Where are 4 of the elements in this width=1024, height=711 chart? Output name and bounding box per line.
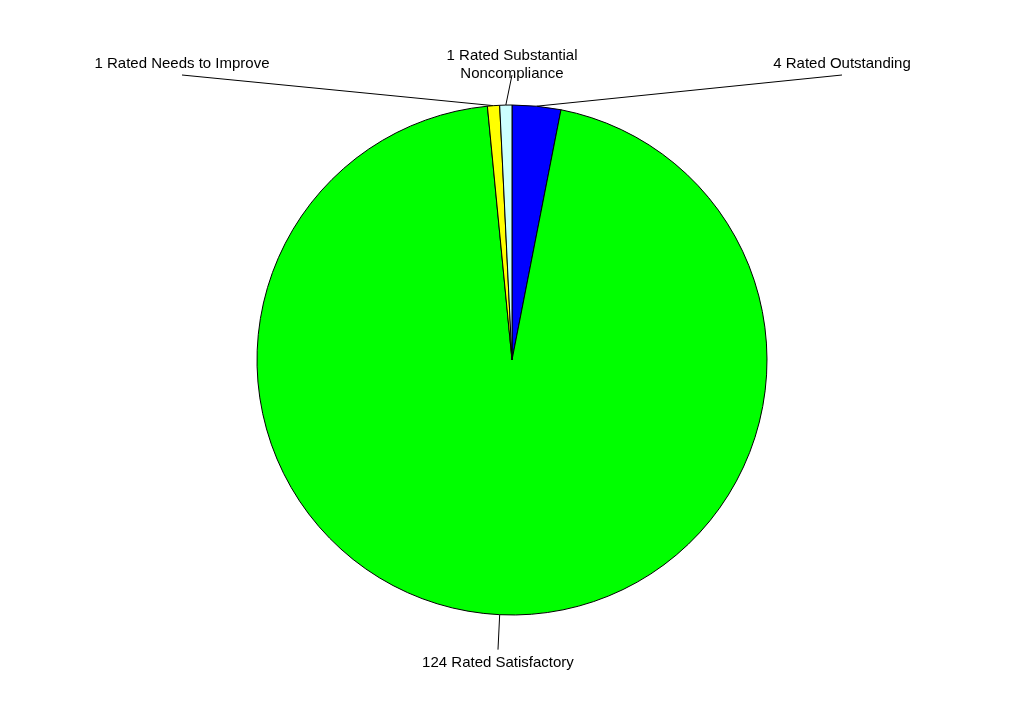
slice-label: 1 Rated Substantial Noncompliance (446, 46, 578, 81)
slice-label: 4 Rated Outstanding (773, 54, 911, 71)
slice-label: 124 Rated Satisfactory (422, 652, 575, 670)
slice-label: 1 Rated Needs to Improve (94, 54, 270, 71)
